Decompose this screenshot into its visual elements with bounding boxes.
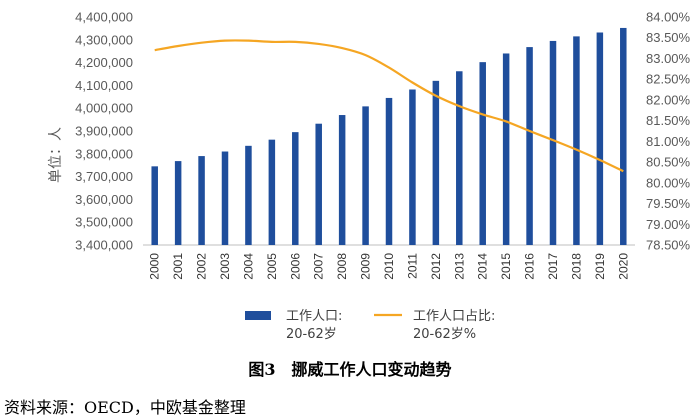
bar-2002 xyxy=(198,156,205,245)
bar-2012 xyxy=(433,81,440,245)
x-tick-label: 2003 xyxy=(218,253,232,280)
bar-2020 xyxy=(620,28,627,245)
x-tick-label: 2010 xyxy=(382,253,396,280)
x-tick-label: 2013 xyxy=(452,253,466,280)
left-tick-label: 3,500,000 xyxy=(75,215,133,230)
x-tick-label: 2016 xyxy=(523,253,537,280)
x-tick-label: 2019 xyxy=(593,253,607,280)
left-tick-label: 4,400,000 xyxy=(75,10,133,25)
bar-series xyxy=(151,28,626,245)
bar-2016 xyxy=(526,47,533,245)
source-note: 资料来源：OECD，中欧基金整理 xyxy=(4,394,246,418)
x-tick-label: 2008 xyxy=(335,253,349,280)
right-tick-label: 78.50% xyxy=(646,238,691,253)
left-tick-label: 4,000,000 xyxy=(75,101,133,116)
left-tick-label: 4,100,000 xyxy=(75,78,133,93)
x-tick-label: 2012 xyxy=(429,253,443,280)
legend-line-label: 工作人口占比: xyxy=(413,309,495,324)
right-tick-label: 80.50% xyxy=(646,155,691,170)
x-tick-label: 2007 xyxy=(312,253,326,280)
x-tick-label: 2005 xyxy=(265,253,279,280)
left-tick-label: 3,800,000 xyxy=(75,146,133,161)
chart: 3,400,000 3,500,000 3,600,000 3,700,000 3,80… xyxy=(0,0,700,350)
bar-2011 xyxy=(409,90,416,245)
x-axis-ticks: 2000 2001 2002 2003 2004 2005 2006 2007 2008 2009… xyxy=(148,253,631,280)
x-tick-label: 2018 xyxy=(569,253,583,280)
x-tick-label: 2000 xyxy=(148,253,162,280)
bar-2004 xyxy=(245,146,252,245)
x-tick-label: 2014 xyxy=(476,253,490,280)
right-tick-label: 79.50% xyxy=(646,196,691,211)
bar-2018 xyxy=(573,36,580,245)
bar-2015 xyxy=(503,53,510,245)
bar-2005 xyxy=(269,140,276,245)
right-axis-ticks: 78.50% 79.00% 79.50% 80.00% 80.50% 81.00% 81.5… xyxy=(646,10,691,253)
bar-2009 xyxy=(362,106,369,245)
left-tick-label: 3,400,000 xyxy=(75,238,133,253)
bar-2019 xyxy=(597,33,604,245)
bar-2017 xyxy=(550,41,557,245)
bar-2007 xyxy=(315,124,322,245)
figure-caption: 图3 挪威工作人口变动趋势 xyxy=(0,356,700,380)
right-tick-label: 84.00% xyxy=(646,10,691,25)
right-tick-label: 83.50% xyxy=(646,30,691,45)
legend-bar-label: 工作人口: xyxy=(286,309,342,324)
bar-2010 xyxy=(386,98,393,245)
x-tick-label: 2015 xyxy=(499,253,513,280)
right-tick-label: 80.00% xyxy=(646,175,691,190)
x-tick-label: 2002 xyxy=(195,253,209,280)
legend-bar-swatch xyxy=(245,311,271,320)
left-tick-label: 3,900,000 xyxy=(75,124,133,139)
legend-line-label: 20-62岁% xyxy=(413,327,476,342)
x-tick-label: 2011 xyxy=(405,253,419,279)
left-axis-ticks: 3,400,000 3,500,000 3,600,000 3,700,000 3,80… xyxy=(75,10,133,253)
legend-bar-label: 20-62岁 xyxy=(286,327,337,342)
x-tick-label: 2017 xyxy=(546,253,560,280)
left-tick-label: 3,700,000 xyxy=(75,169,133,184)
x-tick-label: 2001 xyxy=(171,253,185,280)
right-tick-label: 83.00% xyxy=(646,51,691,66)
right-tick-label: 79.00% xyxy=(646,217,691,232)
right-tick-label: 81.50% xyxy=(646,113,691,128)
right-tick-label: 81.00% xyxy=(646,134,691,149)
bar-2003 xyxy=(222,152,229,245)
y-axis-label: 单位：人 xyxy=(48,127,64,183)
bar-2013 xyxy=(456,71,463,245)
left-tick-label: 3,600,000 xyxy=(75,192,133,207)
left-tick-label: 4,300,000 xyxy=(75,32,133,47)
bar-2001 xyxy=(175,161,182,245)
right-tick-label: 82.50% xyxy=(646,72,691,87)
x-tick-label: 2004 xyxy=(241,253,255,280)
x-tick-label: 2009 xyxy=(359,253,373,280)
legend: 工作人口: 20-62岁 工作人口占比: 20-62岁% xyxy=(245,309,495,342)
bar-2006 xyxy=(292,132,299,245)
left-tick-label: 4,200,000 xyxy=(75,55,133,70)
x-tick-label: 2006 xyxy=(288,253,302,280)
x-tick-label: 2020 xyxy=(616,253,630,280)
right-tick-label: 82.00% xyxy=(646,92,691,107)
bar-2000 xyxy=(151,166,158,245)
bar-2008 xyxy=(339,115,346,245)
bar-2014 xyxy=(479,62,486,245)
